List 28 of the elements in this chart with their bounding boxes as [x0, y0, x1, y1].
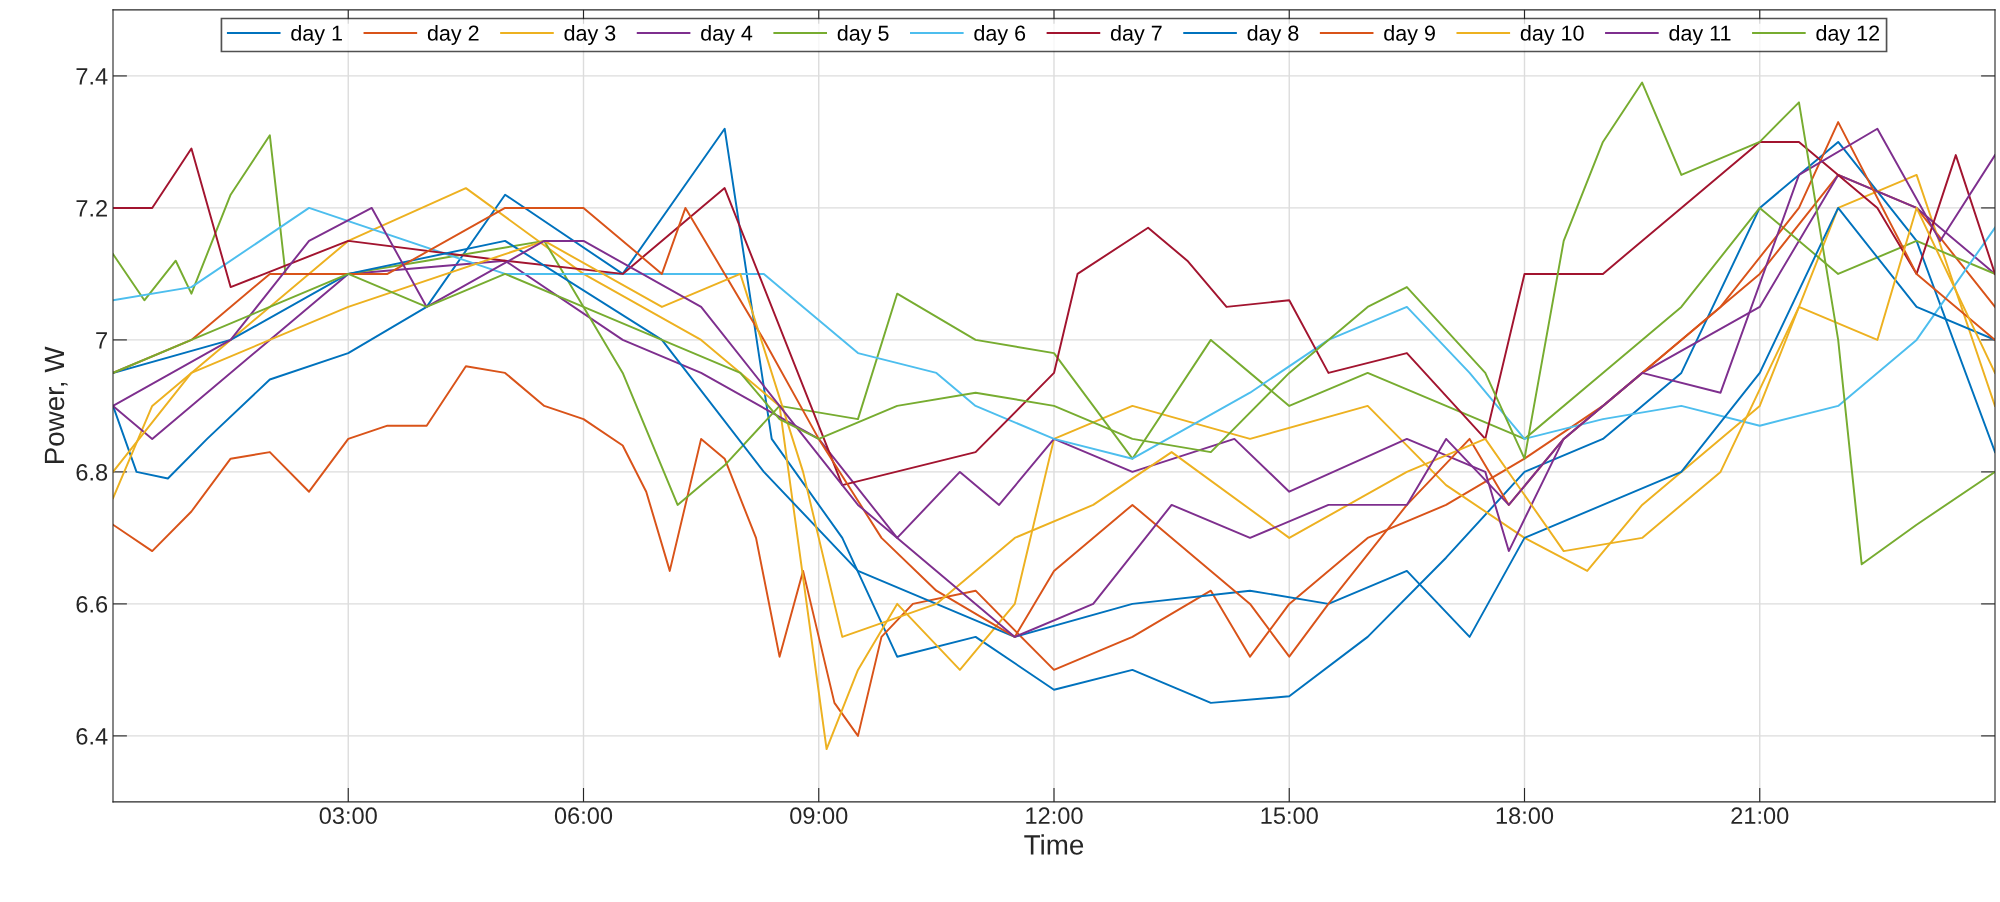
x-tick-label: 03:00 [319, 807, 377, 825]
y-tick-label: 6.4 [76, 727, 108, 745]
legend-label: day 2 [427, 24, 479, 46]
legend-label: day 7 [1110, 24, 1162, 46]
legend-label: day 3 [564, 24, 616, 46]
legend-label: day 6 [974, 24, 1026, 46]
legend-label: day 8 [1247, 24, 1299, 46]
y-axis-title: Power, W [44, 346, 68, 464]
x-tick-label: 15:00 [1261, 807, 1318, 825]
y-tick-label: 6.6 [76, 595, 108, 613]
y-tick-label: 7.2 [76, 199, 107, 217]
x-tick-label: 09:00 [790, 807, 848, 825]
legend-label: day 9 [1384, 24, 1435, 46]
y-tick-label: 7 [96, 332, 107, 349]
x-axis-title: Time [1024, 834, 1084, 855]
x-tick-label: 12:00 [1026, 807, 1083, 825]
line-series [113, 206, 1995, 460]
legend-label: day 10 [1520, 24, 1584, 46]
x-tick-label: 21:00 [1731, 807, 1789, 825]
legend-label: day 11 [1669, 24, 1731, 46]
legend-label: day 1 [291, 24, 342, 46]
x-tick-label: 06:00 [554, 807, 613, 825]
legend-label: day 4 [701, 24, 753, 46]
legend-label: day 5 [837, 24, 889, 46]
legend-label: day 12 [1816, 24, 1880, 46]
x-tick-label: 18:00 [1496, 807, 1554, 825]
y-tick-label: 7.4 [76, 68, 108, 85]
y-tick-label: 6.8 [76, 463, 108, 481]
